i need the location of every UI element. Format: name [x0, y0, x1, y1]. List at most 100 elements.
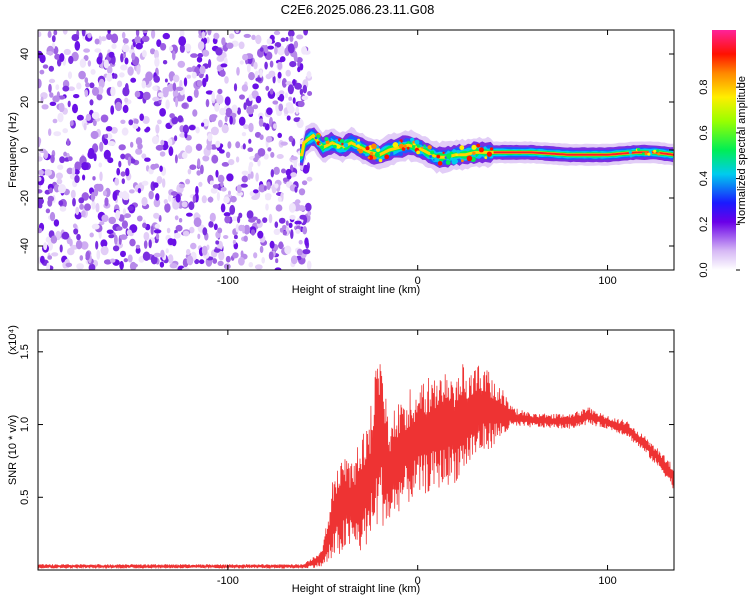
noise-blob	[89, 232, 94, 238]
noise-blob	[106, 72, 113, 82]
noise-blob	[148, 239, 152, 249]
noise-blob	[192, 194, 197, 204]
noise-blob	[202, 227, 208, 236]
noise-blob	[38, 152, 42, 158]
noise-blob	[225, 151, 231, 158]
noise-blob	[169, 263, 178, 269]
noise-blob	[112, 191, 118, 201]
noise-blob	[83, 48, 90, 53]
noise-blob	[118, 160, 122, 168]
ridge-hot-spot	[355, 140, 361, 146]
noise-blob	[268, 251, 274, 260]
noise-blob	[175, 86, 184, 92]
noise-blob	[267, 45, 275, 50]
ridge-hot-spot	[357, 138, 361, 142]
noise-blob	[104, 133, 109, 139]
noise-blob	[141, 153, 147, 159]
noise-blob	[250, 229, 256, 236]
noise-blob	[135, 247, 141, 254]
noise-blob	[229, 33, 235, 39]
noise-blob	[153, 212, 160, 219]
noise-blob	[220, 203, 226, 213]
noise-blob	[248, 138, 252, 144]
noise-blob	[57, 112, 64, 123]
ridge-hot-spot	[412, 140, 416, 144]
noise-blob	[195, 185, 199, 195]
noise-blob	[79, 255, 84, 261]
noise-blob	[159, 165, 163, 172]
noise-blob	[175, 193, 181, 203]
noise-blob	[248, 262, 254, 268]
ridge-hot-spot	[455, 153, 459, 156]
ridge-hot-spot	[335, 141, 338, 144]
noise-blob	[55, 230, 61, 241]
noise-blob	[160, 43, 167, 51]
noise-blob	[106, 229, 114, 235]
noise-blob	[264, 61, 268, 70]
noise-blob	[255, 95, 262, 104]
noise-blob	[119, 72, 125, 78]
noise-blob	[155, 233, 160, 240]
noise-blob	[96, 56, 103, 65]
ridge-hot-spot	[332, 135, 336, 139]
ridge-hot-spot	[376, 146, 380, 149]
noise-blob	[168, 146, 174, 157]
noise-blob	[273, 30, 281, 36]
noise-blob	[264, 193, 272, 199]
noise-blob	[189, 164, 197, 170]
noise-blob	[287, 43, 295, 54]
noise-blob	[133, 118, 139, 125]
noise-blob	[107, 141, 116, 146]
ridge-hot-spot	[628, 150, 632, 154]
noise-blob	[138, 256, 145, 263]
noise-blob	[215, 169, 219, 178]
noise-blob	[235, 141, 241, 149]
noise-blob	[224, 96, 231, 106]
noise-blob	[68, 55, 74, 65]
noise-blob	[243, 33, 251, 38]
noise-blob	[87, 32, 92, 39]
noise-blob	[116, 226, 123, 231]
noise-blob	[122, 38, 129, 44]
noise-blob	[66, 167, 74, 175]
ridge-hot-spot	[412, 144, 416, 149]
noise-blob	[153, 252, 161, 258]
spectrogram-y-axis-label: Frequency (Hz)	[7, 112, 19, 188]
noise-blob	[273, 123, 277, 129]
noise-blob	[241, 132, 247, 137]
noise-blob	[44, 169, 53, 176]
noise-blob	[207, 30, 212, 36]
noise-blob	[207, 196, 214, 203]
noise-blob	[59, 156, 65, 164]
noise-blob	[179, 30, 185, 38]
noise-blob	[248, 94, 253, 102]
noise-blob	[282, 230, 287, 236]
ridge-hot-spot	[452, 158, 458, 164]
noise-blob	[48, 83, 52, 93]
noise-blob	[135, 244, 140, 249]
noise-blob	[273, 228, 281, 235]
noise-blob	[220, 187, 227, 192]
noise-blob	[201, 31, 206, 39]
noise-blob	[294, 186, 298, 193]
noise-blob	[49, 92, 54, 98]
noise-blob	[236, 66, 240, 76]
noise-blob	[233, 234, 238, 240]
noise-blob	[205, 99, 210, 108]
noise-blob	[178, 153, 182, 160]
noise-blob	[113, 73, 118, 79]
ridge-hot-spot	[471, 144, 477, 150]
noise-blob	[38, 189, 43, 194]
noise-blob	[39, 54, 46, 64]
noise-blob	[181, 201, 188, 208]
noise-blob	[194, 258, 200, 265]
noise-blob	[219, 69, 226, 77]
noise-blob	[164, 203, 171, 213]
noise-blob	[287, 30, 295, 38]
noise-blob	[265, 73, 272, 80]
noise-blob	[223, 196, 230, 204]
noise-blob	[46, 262, 51, 270]
colorbar-gradient	[712, 30, 736, 270]
noise-blob	[100, 114, 109, 123]
noise-blob	[179, 44, 185, 53]
